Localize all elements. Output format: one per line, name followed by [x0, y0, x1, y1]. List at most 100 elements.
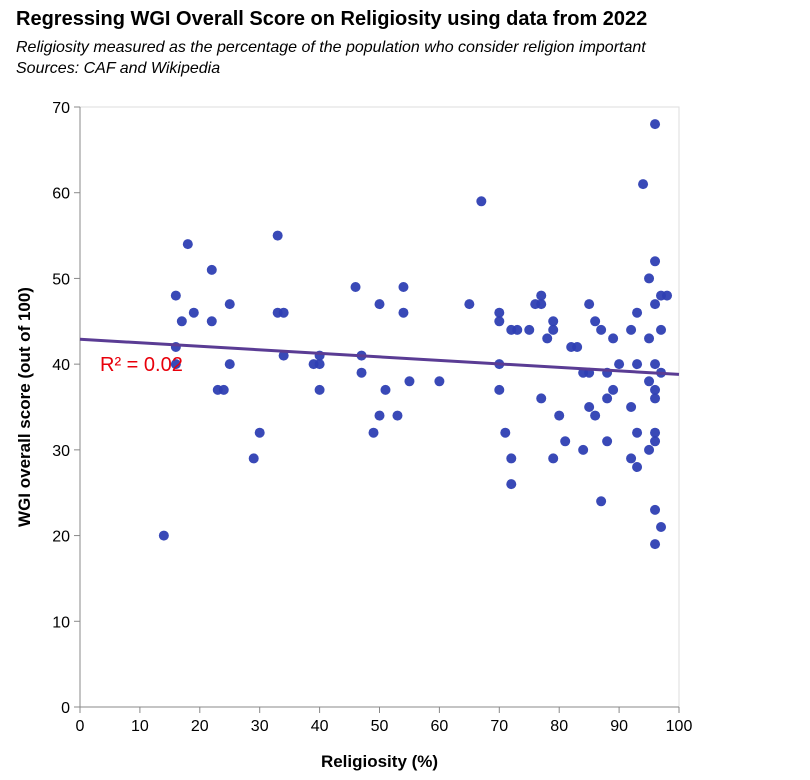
- x-tick-label: 50: [371, 718, 389, 735]
- data-point: [374, 299, 385, 310]
- data-point: [650, 359, 661, 370]
- data-point: [596, 324, 607, 335]
- data-point: [506, 453, 517, 464]
- data-point: [650, 539, 661, 550]
- y-tick-label: 70: [52, 100, 70, 117]
- data-point: [632, 427, 643, 438]
- data-point: [512, 324, 523, 335]
- data-point: [644, 273, 655, 284]
- data-point: [188, 307, 199, 318]
- data-point: [602, 436, 613, 447]
- data-point: [638, 179, 649, 190]
- data-point: [218, 384, 229, 395]
- data-point: [464, 299, 475, 310]
- data-point: [206, 316, 217, 327]
- data-points: [158, 119, 673, 550]
- data-point: [554, 410, 565, 421]
- y-tick-label: 20: [52, 529, 70, 546]
- data-point: [650, 427, 661, 438]
- data-point: [182, 239, 193, 250]
- data-point: [584, 299, 595, 310]
- data-point: [524, 324, 535, 335]
- y-tick-label: 40: [52, 357, 70, 374]
- data-point: [632, 307, 643, 318]
- data-point: [590, 410, 601, 421]
- data-point: [224, 299, 235, 310]
- data-point: [536, 290, 547, 301]
- data-point: [494, 307, 505, 318]
- x-tick-label: 60: [431, 718, 449, 735]
- data-point: [404, 376, 415, 387]
- data-point: [494, 384, 505, 395]
- data-point: [608, 384, 619, 395]
- data-point: [536, 299, 547, 310]
- data-point: [650, 436, 661, 447]
- data-point: [650, 299, 661, 310]
- data-point: [278, 350, 289, 361]
- data-point: [170, 290, 181, 301]
- x-tick-label: 90: [610, 718, 628, 735]
- data-point: [548, 316, 559, 327]
- data-point: [434, 376, 445, 387]
- x-tick-label: 10: [131, 718, 149, 735]
- x-axis-title: Religiosity (%): [321, 752, 438, 771]
- x-tick-label: 80: [550, 718, 568, 735]
- y-tick-label: 10: [52, 614, 70, 631]
- data-point: [650, 504, 661, 515]
- data-point: [206, 264, 217, 275]
- x-tick-label: 20: [191, 718, 209, 735]
- y-tick-label: 50: [52, 271, 70, 288]
- data-point: [650, 119, 661, 130]
- data-point: [314, 384, 325, 395]
- data-point: [536, 393, 547, 404]
- data-point: [596, 496, 607, 507]
- data-point: [542, 333, 553, 344]
- trendline: [79, 337, 680, 376]
- data-point: [392, 410, 403, 421]
- data-point: [626, 453, 637, 464]
- data-point: [398, 282, 409, 292]
- data-point: [500, 427, 511, 438]
- data-point: [368, 427, 379, 438]
- y-tick-label: 60: [52, 186, 70, 203]
- data-point: [380, 384, 391, 395]
- data-point: [632, 359, 643, 370]
- data-point: [656, 324, 667, 335]
- data-point: [662, 290, 673, 301]
- x-tick-label: 100: [666, 718, 693, 735]
- axes: 0 10 20 30 40 50 60 70 80 90 100 0 10 20 30 40 50 60 70: [52, 100, 692, 735]
- x-tick-label: 40: [311, 718, 329, 735]
- x-tick-label: 70: [490, 718, 508, 735]
- data-point: [476, 196, 487, 207]
- data-point: [170, 359, 181, 370]
- chart-title: Regressing WGI Overall Score on Religios…: [16, 8, 648, 30]
- data-point: [650, 384, 661, 395]
- data-point: [650, 256, 661, 267]
- data-point: [374, 410, 385, 421]
- data-point: [356, 367, 367, 378]
- data-point: [548, 453, 559, 464]
- data-point: [548, 324, 559, 335]
- data-point: [272, 230, 283, 241]
- data-point: [158, 530, 169, 541]
- data-point: [560, 436, 571, 447]
- data-point: [614, 359, 625, 370]
- data-point: [578, 444, 589, 455]
- y-axis-title: WGI overall score (out of 100): [15, 287, 34, 527]
- data-point: [278, 307, 289, 318]
- data-point: [350, 282, 361, 292]
- data-point: [590, 316, 601, 327]
- chart-subtitle: Religiosity measured as the percentage o…: [16, 39, 646, 56]
- data-point: [494, 316, 505, 327]
- x-tick-label: 0: [76, 718, 85, 735]
- r-squared-annotation: R² = 0.02: [100, 354, 183, 376]
- data-point: [644, 376, 655, 387]
- data-point: [650, 393, 661, 404]
- data-point: [572, 342, 583, 352]
- data-point: [626, 324, 637, 335]
- data-point: [248, 453, 259, 464]
- data-point: [632, 462, 643, 472]
- trendline-group: [79, 337, 680, 376]
- data-point: [314, 359, 325, 370]
